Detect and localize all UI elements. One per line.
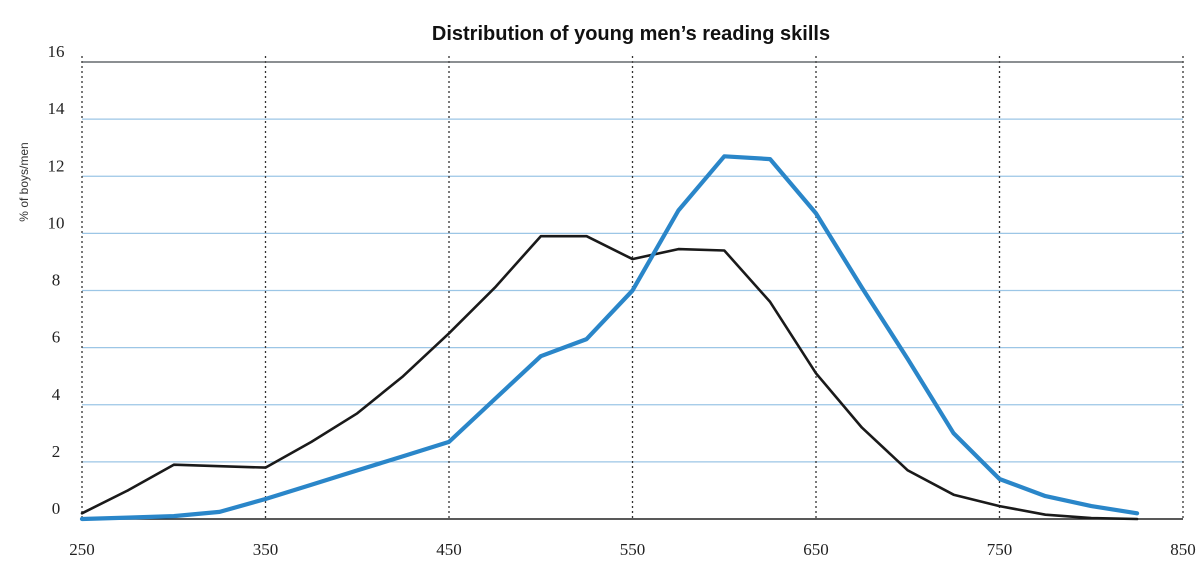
y-tick-label: 6 <box>52 328 61 347</box>
y-tick-label: 16 <box>48 42 65 61</box>
y-tick-label: 8 <box>52 271 61 290</box>
axes <box>82 61 1183 520</box>
x-tick-label: 750 <box>987 540 1013 559</box>
y-tick-label: 14 <box>48 99 66 118</box>
x-tick-label: 250 <box>69 540 95 559</box>
chart-title: Distribution of young men’s reading skil… <box>432 23 830 45</box>
series-line-1 <box>80 234 1139 521</box>
x-tick-labels: 250 350 450 550 650 750 850 <box>69 540 1196 559</box>
series-line-2 <box>79 154 1140 522</box>
y-tick-label: 10 <box>48 213 65 232</box>
x-tick-label: 850 <box>1170 540 1196 559</box>
series-lines <box>79 154 1140 522</box>
y-tick-label: 0 <box>52 499 61 518</box>
y-tick-labels: 0 2 4 6 8 10 12 14 16 <box>48 42 66 518</box>
y-axis-label: % of boys/men <box>17 142 31 221</box>
y-tick-label: 2 <box>52 442 61 461</box>
x-tick-label: 650 <box>803 540 829 559</box>
y-tick-label: 12 <box>48 156 65 175</box>
y-tick-label: 4 <box>52 385 61 404</box>
x-tick-label: 450 <box>436 540 462 559</box>
x-tick-label: 350 <box>253 540 279 559</box>
x-tick-label: 550 <box>620 540 646 559</box>
